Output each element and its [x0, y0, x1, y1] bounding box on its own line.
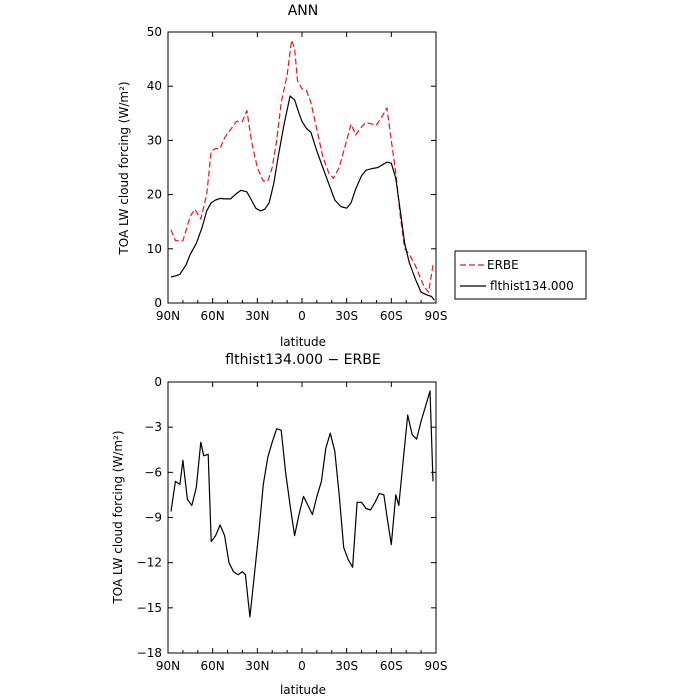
top-x-axis: 90N 60N 30N 0 30S 60S 90S	[156, 32, 448, 323]
bottom-y-tick-label: 0	[154, 375, 162, 389]
top-series-group	[170, 39, 435, 301]
legend: ERBE flthist134.000	[454, 250, 587, 300]
top-panel: ANN 90N 60N 30N 0 30S 60S 90S 0 10 20 30 40 50 lati…	[117, 3, 447, 349]
bottom-y-axis-label: TOA LW cloud forcing (W/m²)	[111, 430, 125, 604]
bottom-y-tick-label: −9	[144, 511, 162, 525]
bottom-y-tick-label: −15	[137, 601, 162, 615]
top-y-axis: 0 10 20 30 40 50	[147, 25, 436, 310]
top-y-tick-label: 40	[147, 79, 162, 93]
bottom-x-tick-label: 30S	[335, 659, 358, 673]
bottom-x-axis: 90N 60N 30N 0 30S 60S 90S	[156, 382, 448, 673]
top-x-tick-label: 90S	[425, 309, 448, 323]
bottom-x-tick-label: 30N	[245, 659, 269, 673]
top-x-tick-label: 90N	[156, 309, 180, 323]
top-y-tick-label: 50	[147, 25, 162, 39]
bottom-x-tick-label: 0	[298, 659, 306, 673]
legend-label-erbe: ERBE	[487, 258, 519, 272]
top-x-tick-label: 60N	[201, 309, 225, 323]
top-y-tick-label: 0	[154, 296, 162, 310]
top-x-tick-label: 30N	[245, 309, 269, 323]
top-x-tick-label: 0	[298, 309, 306, 323]
bottom-x-tick-label: 60S	[380, 659, 403, 673]
bottom-y-tick-label: −3	[144, 420, 162, 434]
top-y-tick-label: 30	[147, 133, 162, 147]
bottom-y-tick-label: −6	[144, 465, 162, 479]
top-series-line-1	[170, 95, 435, 301]
bottom-series-group	[170, 390, 434, 618]
top-series-line-0	[170, 39, 434, 293]
bottom-y-axis: 0 −3 −6 −9 −12 −15 −18	[137, 375, 436, 660]
bottom-plot-frame	[167, 381, 437, 654]
top-x-axis-label: latitude	[280, 335, 326, 349]
bottom-panel: flthist134.000 − ERBE 90N 60N 30N 0 30S 60S 90…	[111, 352, 447, 697]
top-y-tick-label: 10	[147, 242, 162, 256]
legend-box	[454, 250, 587, 300]
bottom-y-tick-label: −12	[137, 556, 162, 570]
bottom-chart-title: flthist134.000 − ERBE	[225, 352, 380, 368]
bottom-x-tick-label: 60N	[201, 659, 225, 673]
bottom-x-axis-label: latitude	[280, 683, 326, 697]
legend-label-flthist: flthist134.000	[490, 279, 574, 293]
top-x-tick-label: 30S	[335, 309, 358, 323]
bottom-series-line-0	[170, 390, 434, 618]
bottom-x-tick-label: 90S	[425, 659, 448, 673]
bottom-x-tick-label: 90N	[156, 659, 180, 673]
top-y-tick-label: 20	[147, 188, 162, 202]
top-chart-title: ANN	[288, 3, 319, 19]
bottom-y-tick-label: −18	[137, 646, 162, 660]
top-y-axis-label: TOA LW cloud forcing (W/m²)	[117, 81, 131, 255]
top-plot-frame	[167, 31, 437, 304]
top-x-tick-label: 60S	[380, 309, 403, 323]
